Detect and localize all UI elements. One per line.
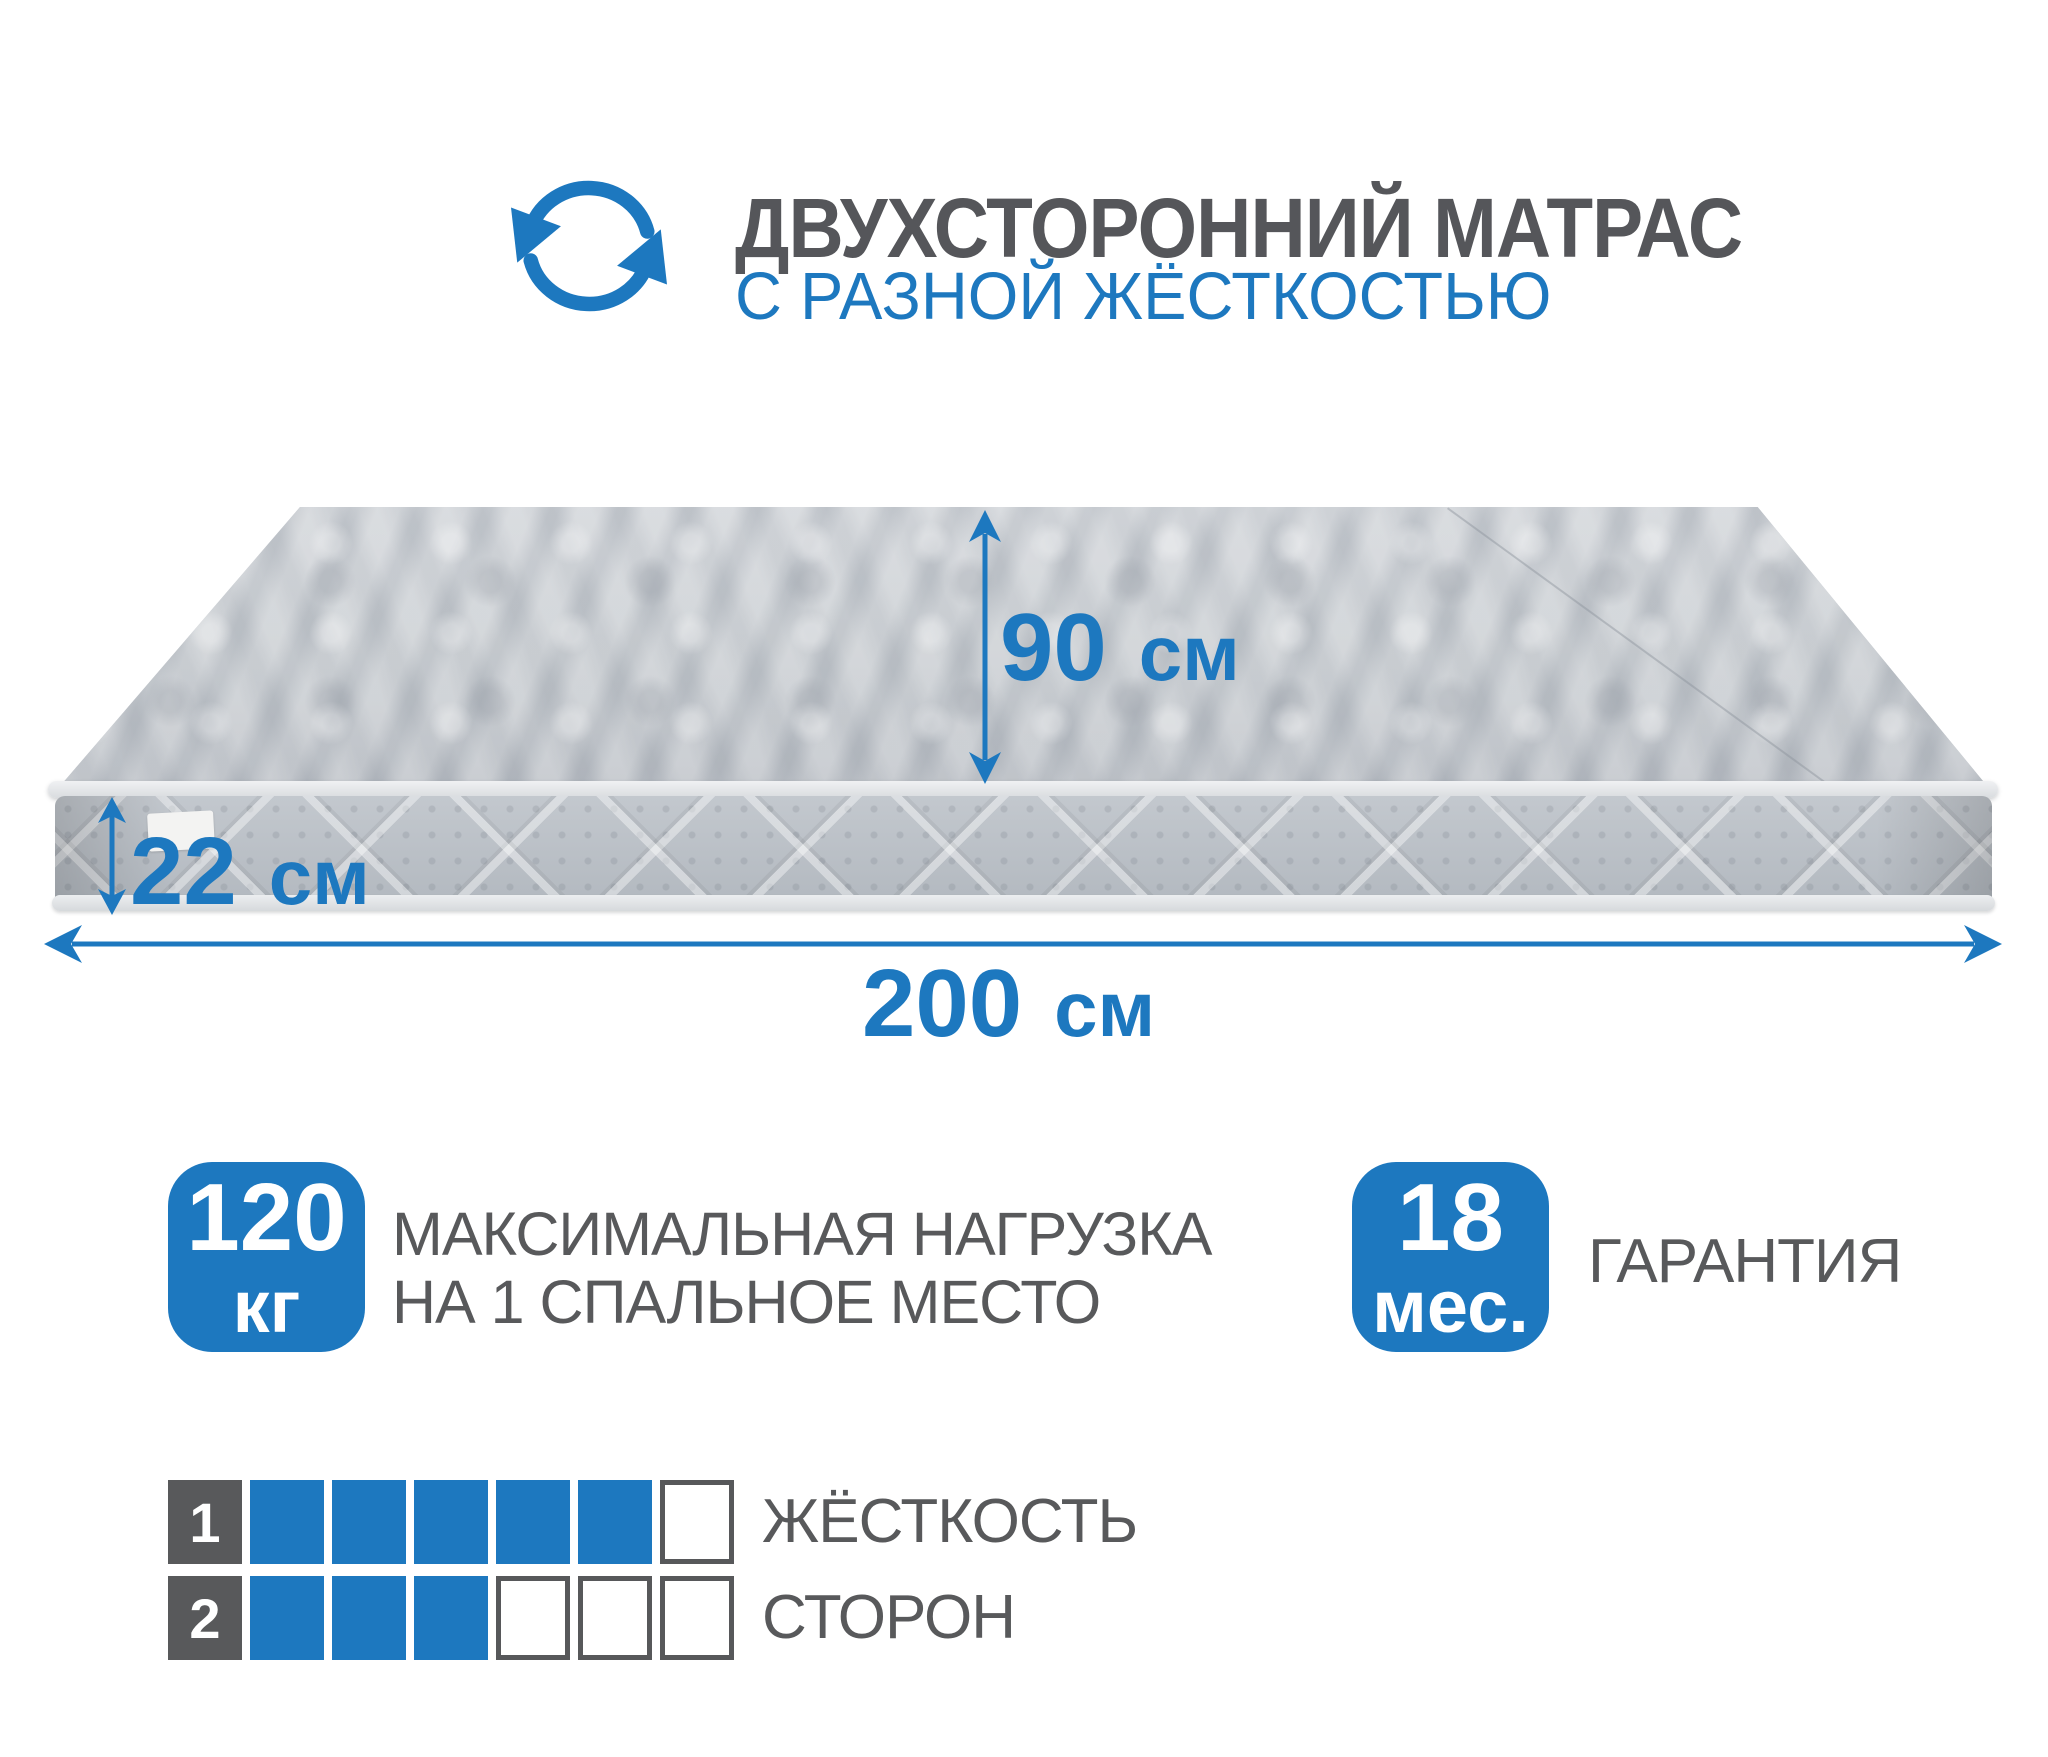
hardness-cell-filled — [250, 1576, 324, 1660]
height-unit: см — [268, 833, 370, 921]
length-dimension-label: 200 см — [862, 956, 1155, 1052]
depth-unit: см — [1138, 609, 1240, 697]
depth-dimension-label: 90 см — [1000, 600, 1240, 696]
hardness-cell-empty — [496, 1576, 570, 1660]
max-load-value: 120 — [186, 1164, 347, 1271]
hardness-side2-number: 2 — [168, 1576, 242, 1660]
hardness-cell-filled — [414, 1480, 488, 1564]
mattress-piping-bottom — [52, 895, 1995, 911]
hardness-cell-empty — [660, 1576, 734, 1660]
max-load-description-line2: НА 1 СПАЛЬНОЕ МЕСТО — [392, 1268, 1101, 1336]
hardness-cell-filled — [496, 1480, 570, 1564]
warranty-label: ГАРАНТИЯ — [1588, 1227, 1902, 1296]
hardness-row-side2: 2 — [168, 1576, 734, 1660]
max-load-unit: кг — [232, 1265, 301, 1348]
warranty-unit: мес. — [1372, 1265, 1529, 1348]
hardness-side1-cells — [250, 1480, 734, 1564]
hardness-cell-empty — [578, 1576, 652, 1660]
depth-value: 90 — [1000, 594, 1107, 701]
hardness-cell-filled — [332, 1576, 406, 1660]
hardness-side1-number: 1 — [168, 1480, 242, 1564]
max-load-badge: 120 кг — [168, 1162, 365, 1352]
mattress-piping-top — [48, 781, 1998, 798]
hardness-side2-cells — [250, 1576, 734, 1660]
mattress-side-band — [55, 796, 1992, 908]
hardness-row-side1: 1 — [168, 1480, 734, 1564]
mattress-top-surface — [55, 507, 1992, 792]
warranty-badge: 18 мес. — [1352, 1162, 1549, 1352]
warranty-value: 18 — [1397, 1164, 1504, 1271]
rotate-arrows-icon — [511, 180, 667, 312]
height-value: 22 — [130, 818, 237, 925]
page-subtitle: С РАЗНОЙ ЖЁСТКОСТЬЮ — [735, 259, 1552, 334]
hardness-caption-line2: СТОРОН — [762, 1583, 1016, 1652]
max-load-description: МАКСИМАЛЬНАЯ НАГРУЗКА НА 1 СПАЛЬНОЕ МЕСТ… — [392, 1200, 1212, 1336]
hardness-cell-filled — [332, 1480, 406, 1564]
hardness-cell-filled — [414, 1576, 488, 1660]
hardness-cell-filled — [250, 1480, 324, 1564]
height-dimension-label: 22 см — [130, 824, 370, 920]
hardness-cell-filled — [578, 1480, 652, 1564]
length-arrow — [44, 925, 2002, 963]
length-value: 200 — [862, 950, 1023, 1057]
length-unit: см — [1054, 965, 1156, 1053]
hardness-cell-empty — [660, 1480, 734, 1564]
page-title: ДВУХСТОРОННИЙ МАТРАС — [735, 181, 1743, 275]
max-load-description-line1: МАКСИМАЛЬНАЯ НАГРУЗКА — [392, 1200, 1212, 1268]
hardness-caption-line1: ЖЁСТКОСТЬ — [762, 1487, 1138, 1556]
depth-arrow — [969, 510, 1001, 784]
height-arrow — [98, 797, 126, 915]
